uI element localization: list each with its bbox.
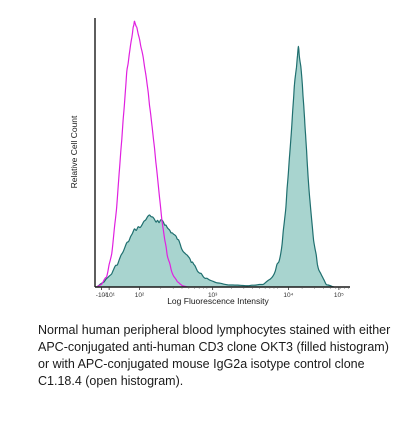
figure-caption: Normal human peripheral blood lymphocyte… [38,323,391,388]
x-tick-label: 10⁵ [334,292,344,299]
filled-histogram-outline [96,45,335,288]
x-tick-label: -10¹ [103,292,115,299]
x-tick-label: 10⁴ [283,292,293,299]
x-axis-ticks [101,287,349,290]
open-histogram-line [96,20,188,288]
x-tick-label: -10² [96,292,108,299]
x-tick-label: 10³ [208,292,218,299]
x-axis-tick-labels: -10²-10¹ 10² 10³ 10⁴ 10⁵ [96,292,344,299]
x-tick-label: 10² [135,292,145,299]
filled-histogram-area [96,46,334,288]
x-axis-title: Log Fluorescence Intensity [167,296,269,306]
y-axis-title: Relative Cell Count [69,115,79,188]
plot-area [96,20,335,288]
